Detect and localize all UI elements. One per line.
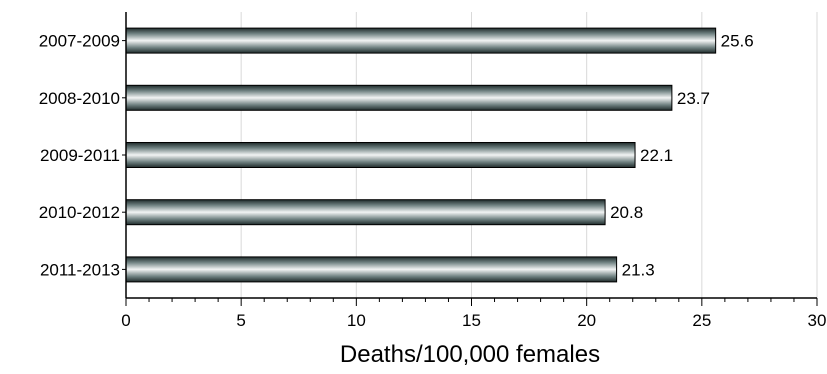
bar-2007-2009 — [125, 27, 717, 54]
category-label-2008-2010: 2008-2010 — [39, 89, 120, 108]
category-label-2011-2013: 2011-2013 — [40, 260, 120, 279]
category-label-2007-2009: 2007-2009 — [39, 32, 120, 51]
bar-2010-2012 — [125, 199, 606, 226]
value-label-2010-2012: 20.8 — [610, 203, 643, 222]
x-tick-label-15: 15 — [462, 311, 481, 330]
bar-2008-2010 — [125, 84, 673, 111]
bar-2011-2013 — [125, 256, 618, 283]
axes — [122, 12, 818, 306]
x-tick-label-0: 0 — [121, 311, 130, 330]
x-tick-label-10: 10 — [347, 311, 366, 330]
category-label-2009-2011: 2009-2011 — [40, 146, 120, 165]
x-tick-label-30: 30 — [808, 311, 827, 330]
bars — [125, 27, 717, 283]
x-tick-label-25: 25 — [692, 311, 711, 330]
labels: 25.6 2007-2009 23.7 2008-2010 22.1 2009-2011 2… — [39, 32, 827, 330]
x-axis-title: Deaths/100,000 females — [340, 341, 600, 368]
value-label-2008-2010: 23.7 — [677, 89, 710, 108]
category-label-2010-2012: 2010-2012 — [39, 203, 120, 222]
x-tick-label-20: 20 — [577, 311, 596, 330]
value-label-2009-2011: 22.1 — [640, 146, 673, 165]
x-tick-label-5: 5 — [236, 311, 245, 330]
value-label-2011-2013: 21.3 — [622, 260, 655, 279]
bar-2009-2011 — [125, 142, 636, 168]
value-label-2007-2009: 25.6 — [721, 32, 754, 51]
